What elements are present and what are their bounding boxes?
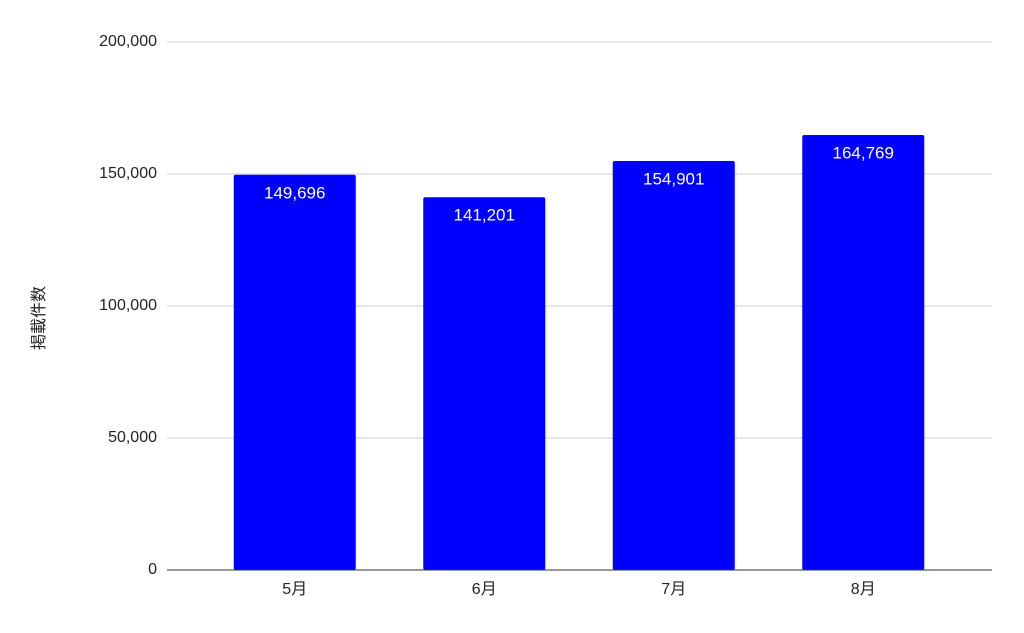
bar	[612, 161, 735, 571]
x-tick-label: 6月	[472, 581, 497, 598]
y-tick-label: 0	[148, 561, 157, 578]
bar	[233, 174, 356, 571]
y-axis-title: 掲載件数	[30, 286, 48, 350]
bar	[802, 135, 925, 571]
y-tick-label: 150,000	[99, 165, 157, 182]
y-tick-label: 100,000	[99, 297, 157, 314]
y-tick-label: 50,000	[108, 429, 157, 446]
value-label: 149,696	[264, 183, 325, 202]
value-label: 154,901	[643, 170, 704, 189]
value-label: 141,201	[454, 206, 515, 225]
x-tick-label: 8月	[851, 581, 876, 598]
x-tick-label: 5月	[282, 581, 307, 598]
x-tick-label: 7月	[661, 581, 686, 598]
y-tick-label: 200,000	[99, 33, 157, 50]
bar	[423, 197, 546, 570]
value-label: 164,769	[833, 143, 894, 162]
